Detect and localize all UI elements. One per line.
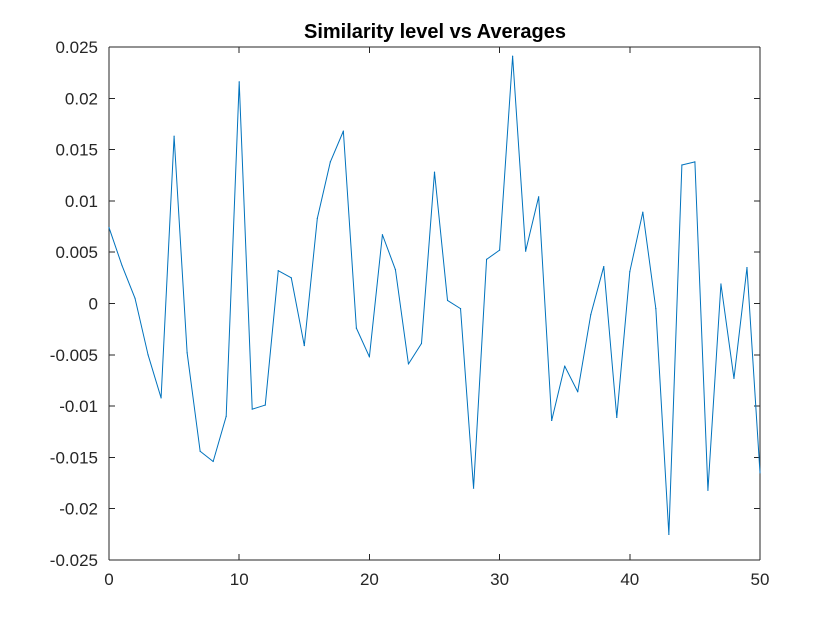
data-point: [433, 171, 436, 173]
x-tick-label: 30: [490, 570, 509, 589]
data-point: [551, 419, 553, 422]
data-point: [316, 217, 318, 219]
data-point: [199, 450, 201, 452]
data-point: [394, 269, 397, 271]
data-point: [290, 277, 292, 279]
data-point: [212, 460, 214, 463]
data-point: [616, 416, 618, 418]
data-point: [746, 266, 748, 269]
y-tick-label: 0.005: [55, 243, 98, 262]
data-point: [629, 271, 631, 273]
data-point: [759, 472, 761, 474]
data-point: [277, 270, 279, 272]
y-tick-label: 0.025: [55, 38, 98, 57]
y-tick-label: -0.02: [59, 500, 98, 519]
data-point: [186, 352, 188, 354]
data-point: [720, 283, 722, 285]
data-point: [538, 196, 540, 198]
data-point: [355, 327, 357, 329]
data-point: [303, 344, 305, 347]
plot-area: [109, 47, 760, 560]
x-tick-label: 40: [620, 570, 639, 589]
y-tick-label: 0: [89, 295, 98, 314]
y-tick-label: -0.015: [50, 448, 98, 467]
data-point: [173, 135, 175, 137]
x-tick-label: 50: [751, 570, 770, 589]
data-point: [251, 408, 253, 410]
data-point: [512, 55, 514, 57]
data-point: [238, 81, 240, 83]
data-point: [485, 258, 488, 260]
data-point: [134, 297, 136, 299]
y-tick-label: -0.01: [59, 397, 98, 416]
data-point: [499, 249, 501, 251]
data-point: [642, 211, 644, 213]
data-point: [655, 308, 657, 310]
data-point: [707, 489, 709, 491]
data-point: [577, 391, 579, 393]
data-point: [681, 164, 683, 166]
data-point: [264, 404, 266, 406]
x-tick-label: 0: [104, 570, 113, 589]
data-point: [525, 250, 527, 252]
data-point: [342, 130, 344, 132]
x-axis: 0 10 20 30 40 50: [104, 47, 769, 589]
data-point: [381, 234, 384, 236]
data-point: [160, 397, 162, 399]
x-tick-label: 20: [360, 570, 379, 589]
data-point: [733, 377, 735, 379]
data-point: [108, 226, 110, 229]
series-group: [108, 55, 761, 535]
y-tick-label: 0.015: [55, 141, 98, 160]
data-point: [564, 365, 566, 367]
data-point: [668, 533, 670, 535]
data-point: [368, 356, 370, 358]
data-point: [329, 161, 331, 163]
y-axis: -0.025 -0.02 -0.015 -0.01 -0.005 0 0.005 0.01 0.…: [50, 38, 760, 570]
data-point: [407, 363, 410, 365]
y-tick-label: -0.005: [50, 346, 98, 365]
data-point: [590, 314, 592, 316]
data-point: [459, 308, 462, 310]
data-point: [121, 264, 123, 267]
chart-title: Similarity level vs Averages: [304, 21, 566, 43]
data-point: [694, 161, 696, 163]
x-tick-label: 10: [230, 570, 249, 589]
data-point: [472, 487, 475, 489]
y-tick-label: -0.025: [50, 551, 98, 570]
data-point: [147, 354, 149, 356]
data-point: [225, 415, 227, 417]
data-point: [603, 265, 605, 268]
data-point: [446, 299, 449, 302]
data-point: [420, 342, 423, 345]
y-tick-label: 0.02: [65, 89, 98, 108]
y-tick-label: 0.01: [65, 192, 98, 211]
